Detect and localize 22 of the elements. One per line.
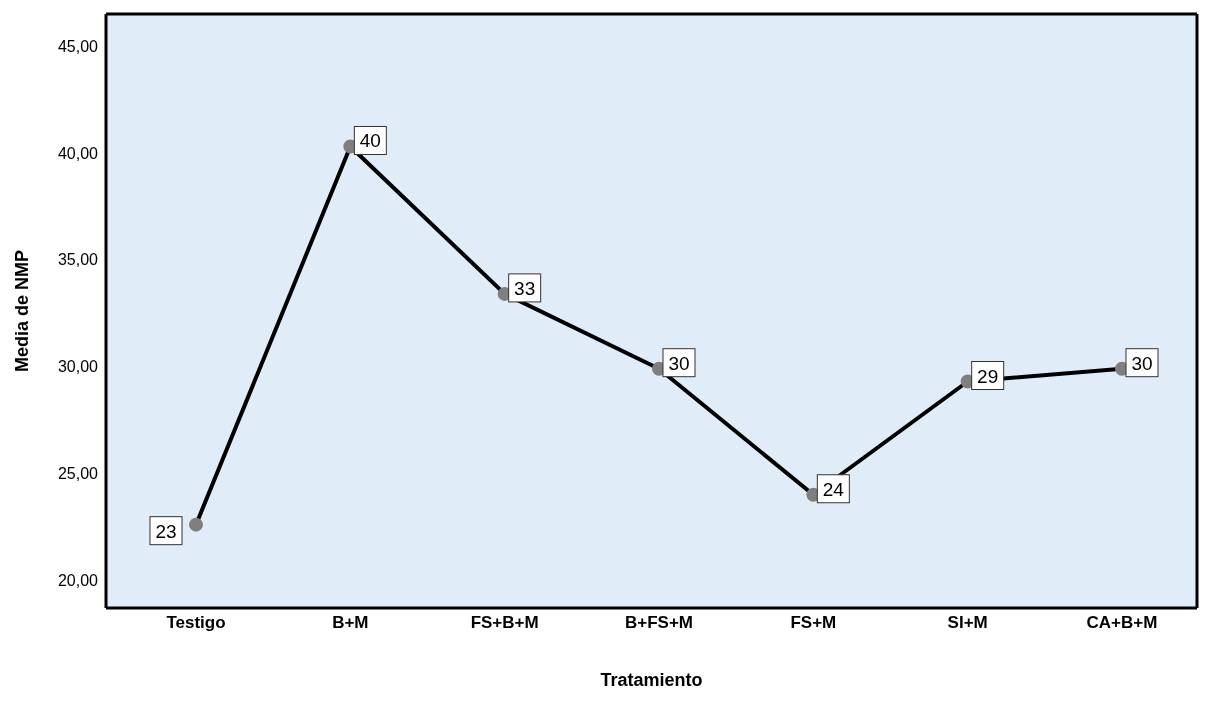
y-tick-label: 35,00 <box>57 251 99 269</box>
y-tick-label: 20,00 <box>57 571 99 589</box>
data-label: 30 <box>1131 352 1153 374</box>
data-label: 40 <box>359 130 381 152</box>
x-tick-label: FS+M <box>790 613 837 633</box>
x-tick-label: B+FS+M <box>624 613 694 633</box>
y-tick-label: 40,00 <box>57 144 99 162</box>
x-tick-label: Testigo <box>166 613 226 633</box>
data-label: 33 <box>514 277 536 299</box>
y-tick-label: 30,00 <box>57 358 99 376</box>
data-label: 30 <box>668 352 690 374</box>
x-axis-title: Tratamiento <box>600 670 703 690</box>
x-tick-label: SI+M <box>947 613 988 633</box>
y-tick-label: 25,00 <box>57 465 99 483</box>
y-axis-title: Media de NMP <box>12 249 33 373</box>
x-tick-label: FS+B+M <box>470 613 539 633</box>
data-label: 24 <box>822 478 845 500</box>
x-tick-label: CA+B+M <box>1086 613 1158 633</box>
x-tick-label: B+M <box>332 613 369 633</box>
data-label: 23 <box>155 520 177 542</box>
data-label: 29 <box>977 365 999 387</box>
y-tick-label: 45,00 <box>57 37 99 55</box>
